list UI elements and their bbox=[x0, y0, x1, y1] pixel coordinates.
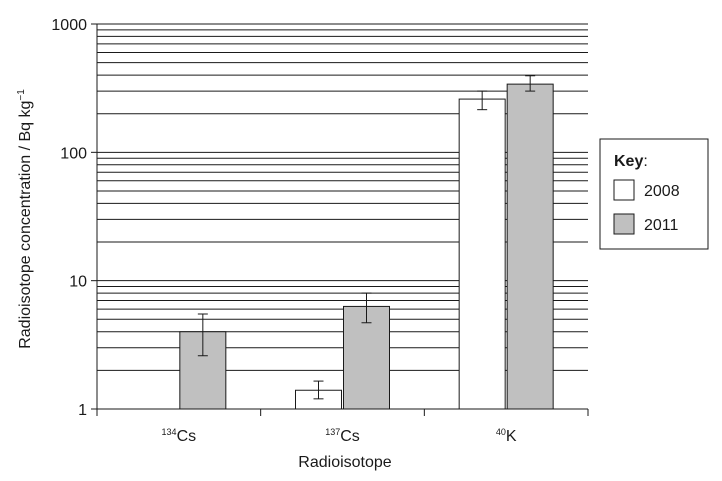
legend-swatch-2008 bbox=[613, 179, 635, 201]
axes bbox=[91, 23, 589, 416]
y-tick-label: 1000 bbox=[51, 17, 87, 34]
tick-labels: 1 10 100 1000 134Cs 137Cs 40K bbox=[51, 17, 516, 445]
y-tick-label: 1 bbox=[78, 402, 87, 419]
y-tick-label: 10 bbox=[69, 274, 87, 291]
legend-items: 2008 2011 bbox=[613, 179, 680, 235]
grid-lines bbox=[97, 23, 588, 371]
legend-label-2008: 2008 bbox=[644, 183, 680, 200]
x-axis-title: Radioisotope bbox=[298, 454, 392, 471]
x-tick-label: 134Cs bbox=[162, 427, 197, 445]
bar-2011 bbox=[506, 83, 554, 410]
bars bbox=[179, 75, 554, 410]
y-tick-label: 100 bbox=[60, 145, 87, 162]
legend-swatch-2011 bbox=[613, 213, 635, 235]
bar-2008 bbox=[458, 98, 506, 410]
y-axis-title: Radioisotope concentration / Bq kg−1 bbox=[16, 89, 34, 349]
x-tick-label: 137Cs bbox=[325, 427, 360, 445]
legend: Key: 2008 2011 bbox=[599, 138, 709, 250]
legend-title: Key: bbox=[614, 153, 648, 170]
bar-2011 bbox=[343, 305, 390, 410]
x-tick-label: 40K bbox=[496, 427, 517, 445]
legend-label-2011: 2011 bbox=[644, 217, 679, 234]
